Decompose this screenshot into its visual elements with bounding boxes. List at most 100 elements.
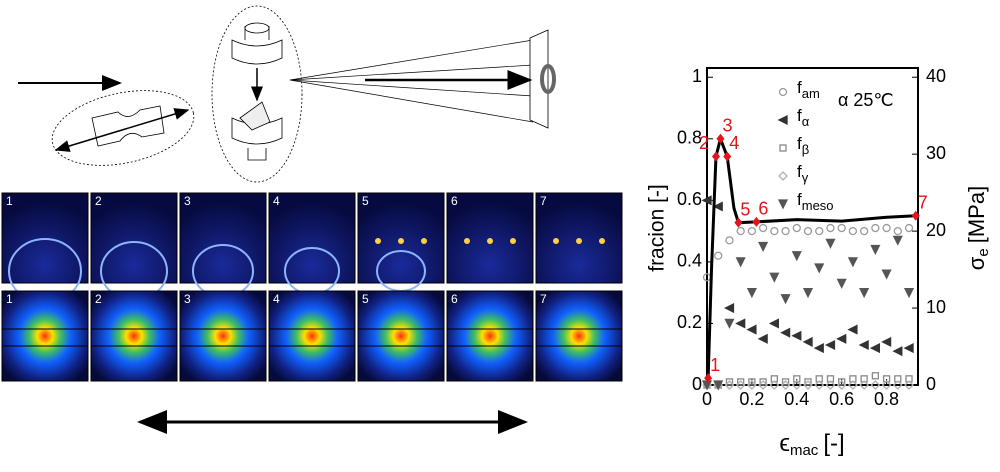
panel-number: 6 <box>451 292 458 306</box>
data-point <box>770 226 779 236</box>
data-point <box>892 346 903 357</box>
stress-marker <box>734 217 743 228</box>
point-label: 2 <box>699 133 709 153</box>
image-panel <box>446 290 534 382</box>
panel-number: 2 <box>95 194 102 208</box>
data-point <box>826 223 835 233</box>
data-point <box>893 226 902 236</box>
annotation: α 25℃ <box>838 90 894 110</box>
image-panel <box>90 290 178 382</box>
legend-subscript: am <box>802 86 820 101</box>
panel-number: 5 <box>362 292 369 306</box>
data-point <box>735 380 746 390</box>
data-point <box>759 378 767 386</box>
diffraction-spot <box>599 238 605 244</box>
point-label: 1 <box>710 355 720 375</box>
y2-tick-label: 0 <box>926 374 936 394</box>
panel-number: 2 <box>95 292 102 306</box>
data-point <box>791 330 802 341</box>
diffraction-spot <box>553 238 559 244</box>
data-point <box>769 272 780 283</box>
legend-name: f <box>797 78 802 97</box>
y-tick-label: 0.6 <box>677 189 702 209</box>
data-point <box>825 380 836 390</box>
data-point <box>714 251 723 260</box>
data-point <box>780 327 791 338</box>
diffraction-spot <box>576 238 582 244</box>
data-point <box>791 251 802 262</box>
panel-number: 4 <box>273 194 280 208</box>
data-point <box>837 223 846 233</box>
data-point <box>777 114 788 126</box>
data-point <box>847 380 858 390</box>
legend-label: fα <box>797 106 810 129</box>
chart: 0 0.2 0.4 0.6 0.800.20.40.60.81010203040frac… <box>646 66 992 459</box>
data-point <box>871 223 880 233</box>
image-panel <box>357 290 445 382</box>
data-point <box>778 87 788 97</box>
panel-number: 7 <box>540 292 547 306</box>
data-point <box>777 199 789 210</box>
data-point <box>779 144 787 152</box>
data-point <box>859 226 869 236</box>
data-point <box>746 324 757 335</box>
y-tick-label: 0 <box>692 374 702 394</box>
data-point <box>781 378 790 386</box>
point-label: 6 <box>758 199 768 219</box>
stress-curve <box>706 133 916 379</box>
data-point <box>737 378 745 386</box>
data-point <box>903 288 915 299</box>
data-point <box>757 333 768 344</box>
data-point <box>813 343 824 354</box>
stress-marker <box>723 151 732 162</box>
data-point <box>859 380 870 390</box>
y-tick-label: 0.4 <box>677 251 702 271</box>
data-point <box>723 303 735 314</box>
image-panel <box>535 290 623 382</box>
panel-number: 5 <box>362 194 369 208</box>
y-axis-label: fracion [-] <box>646 184 669 272</box>
data-point <box>904 380 914 390</box>
legend-subscript: α <box>802 114 810 129</box>
data-point <box>869 343 881 354</box>
x-tick-label: 0.2 <box>739 389 764 409</box>
data-point <box>814 380 825 390</box>
data-point <box>847 257 858 268</box>
x-tick-label: 0.8 <box>874 389 899 409</box>
panel-number: 3 <box>184 292 191 306</box>
data-point <box>804 378 812 386</box>
data-point <box>836 333 847 344</box>
data-point <box>724 318 735 329</box>
label-subscript: mac <box>790 442 819 459</box>
data-point <box>758 241 769 252</box>
data-point <box>758 223 768 233</box>
panel-number: 1 <box>6 194 13 208</box>
label-symbol: ϵ <box>779 430 790 457</box>
data-point <box>712 201 723 212</box>
data-point <box>836 380 847 390</box>
x-axis-label: ϵmac [-] <box>779 430 844 459</box>
data-point <box>802 288 814 299</box>
legend-label: fβ <box>797 134 809 157</box>
data-point <box>778 171 788 181</box>
data-point <box>758 380 769 390</box>
data-point <box>792 223 801 233</box>
legend-label: fam <box>797 78 820 101</box>
data-point <box>892 380 903 390</box>
data-point <box>881 380 892 390</box>
data-point <box>815 226 824 236</box>
data-point <box>871 372 880 380</box>
label-unit: [-] <box>823 430 844 457</box>
data-point <box>802 336 813 347</box>
data-point <box>701 195 712 206</box>
x-tick-label: 0.4 <box>784 389 809 409</box>
data-point <box>825 238 836 249</box>
diffraction-spot <box>421 238 427 244</box>
image-panel <box>1 290 89 382</box>
legend-name: f <box>797 134 802 153</box>
data-point <box>724 380 735 390</box>
legend-name: f <box>797 190 802 209</box>
legend-subscript: β <box>802 142 809 157</box>
